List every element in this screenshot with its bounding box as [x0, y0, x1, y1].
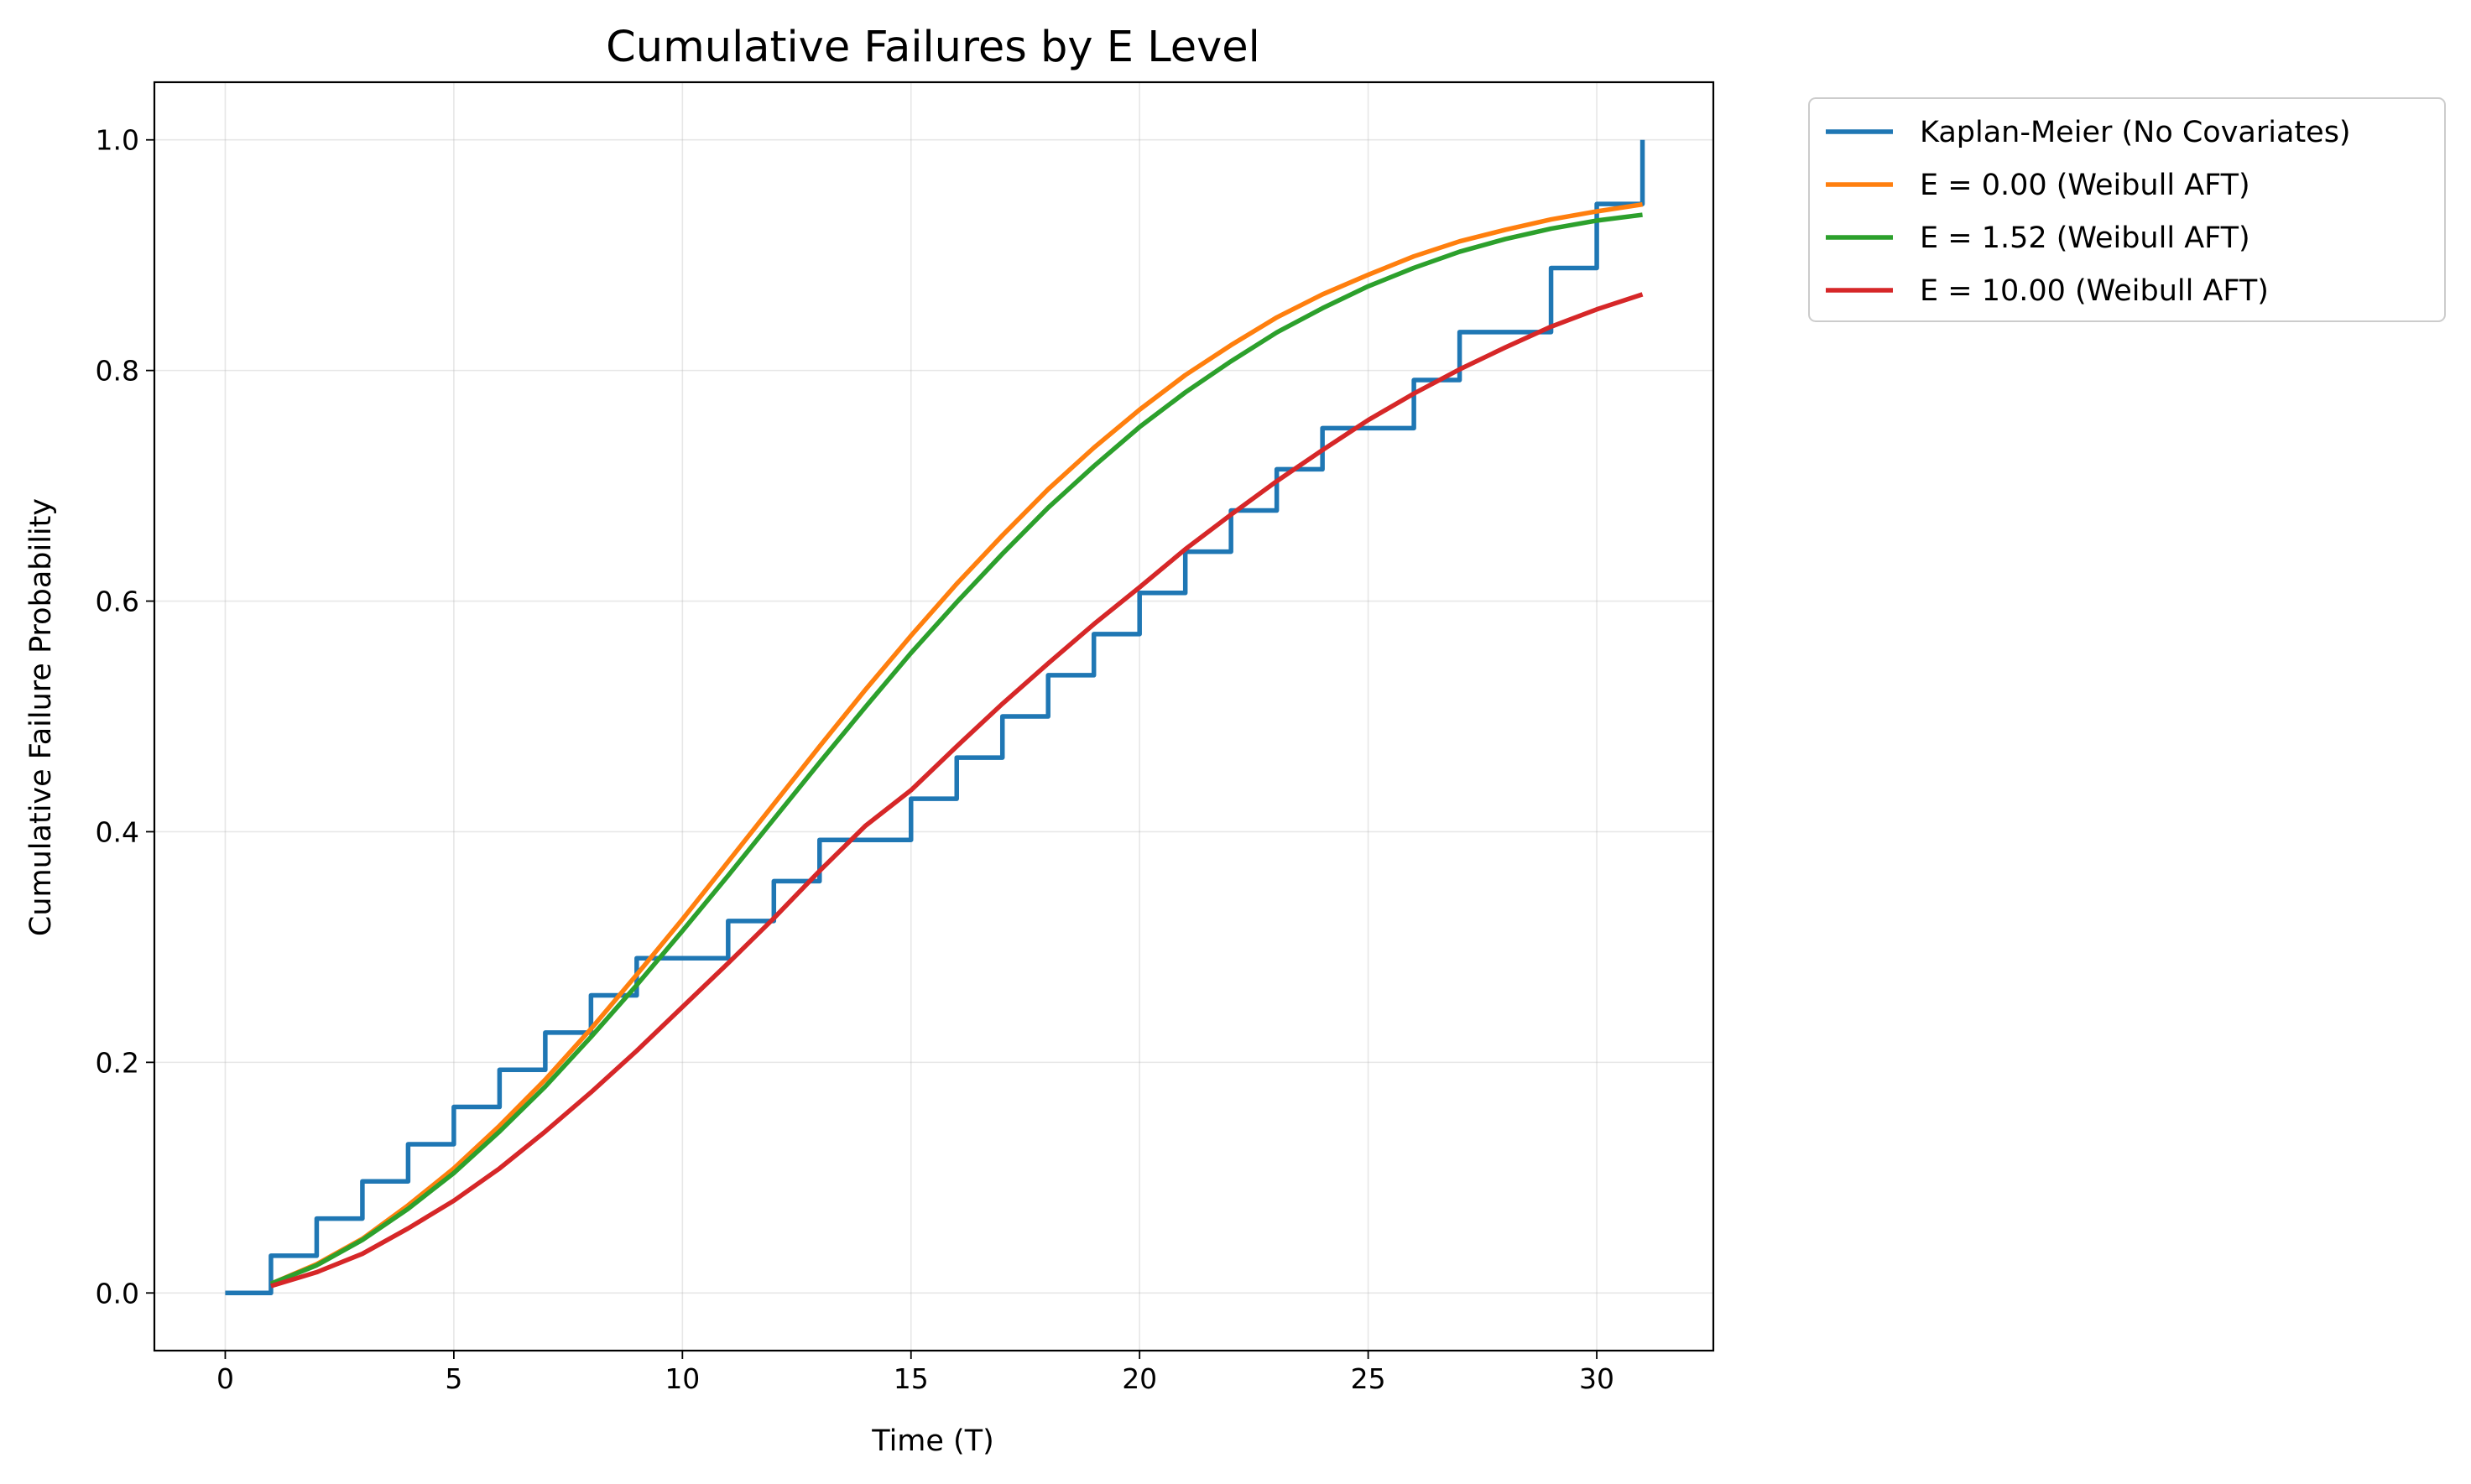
legend-label: Kaplan-Meier (No Covariates): [1920, 116, 2351, 149]
y-axis-label: Cumulative Failure Probability: [24, 498, 58, 936]
legend-label: E = 1.52 (Weibull AFT): [1920, 221, 2250, 255]
y-tick-label: 0.0: [96, 1277, 139, 1310]
series-line-e-10-00-weibull-aft: [270, 292, 1644, 1289]
x-tick-label: 0: [216, 1362, 234, 1395]
x-tick-label: 30: [1579, 1362, 1614, 1395]
legend: Kaplan-Meier (No Covariates) E = 0.00 (We…: [1808, 97, 2446, 322]
x-tick-label: 20: [1122, 1362, 1157, 1395]
series-line-e-0-00-weibull-aft: [269, 201, 1643, 1286]
x-axis-label: Time (T): [871, 1424, 993, 1458]
legend-label: E = 10.00 (Weibull AFT): [1920, 274, 2269, 308]
y-tick-label: 0.8: [96, 355, 139, 388]
series-line-e-1-52-weibull-aft: [269, 212, 1643, 1286]
chart-title: Cumulative Failures by E Level: [606, 23, 1260, 72]
y-tick-label: 1.0: [96, 124, 139, 157]
x-tick-label: 25: [1351, 1362, 1386, 1395]
y-tick-label: 0.2: [96, 1046, 139, 1079]
legend-label: E = 0.00 (Weibull AFT): [1920, 169, 2250, 202]
x-tick-label: 15: [894, 1362, 929, 1395]
plot-frame: [153, 81, 1715, 1352]
x-tick-label: 10: [665, 1362, 700, 1395]
series-line-kaplan-meier-no-covariates: [225, 139, 1645, 1296]
y-tick-label: 0.6: [96, 586, 139, 618]
grid: [154, 82, 1713, 1351]
y-tick-label: 0.4: [96, 815, 139, 848]
axis-ticks: 0 5 10 15 20 25 30 0.0 0.2 0.4 0.6 0.8 1.0: [96, 124, 1615, 1395]
legend-box: [1808, 97, 2446, 322]
x-tick-label: 5: [445, 1362, 462, 1395]
plot-series: [225, 139, 1645, 1296]
